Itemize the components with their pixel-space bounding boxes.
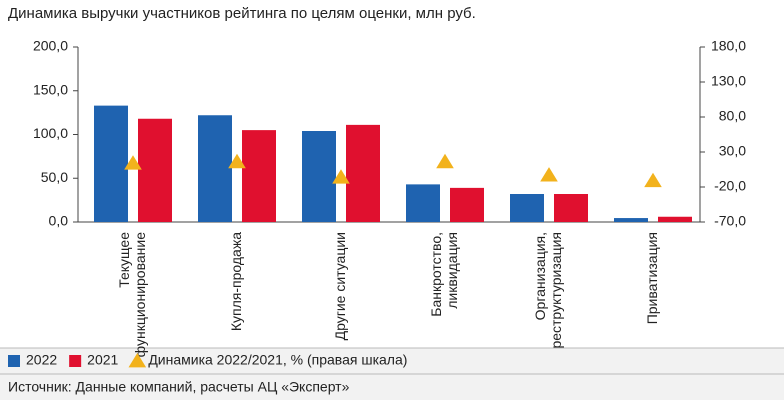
marker — [540, 167, 558, 182]
marker — [124, 155, 142, 170]
y2-tick-label: -70,0 — [714, 213, 746, 229]
x-tick-label: Другие ситуации — [332, 232, 348, 340]
x-tick-label: Банкротство,ликвидация — [428, 232, 460, 317]
y-tick-label: 200,0 — [33, 38, 68, 54]
x-tick-label: Купля-продажа — [228, 232, 244, 331]
bar — [346, 124, 380, 222]
bar — [510, 194, 544, 222]
x-tick-label: Организация,реструктуризация — [532, 232, 564, 349]
legend-label: 2021 — [87, 352, 118, 368]
y2-tick-label: -20,0 — [714, 178, 746, 194]
y2-tick-label: 130,0 — [711, 73, 746, 89]
y-tick-label: 100,0 — [33, 125, 68, 141]
y-tick-label: 50,0 — [41, 169, 68, 185]
y2-tick-label: 180,0 — [711, 38, 746, 54]
legend-marker — [128, 353, 147, 368]
marker — [228, 153, 246, 169]
bar — [406, 184, 440, 222]
legend-label: Динамика 2022/2021, % (правая шкала) — [148, 352, 407, 368]
y-tick-label: 150,0 — [33, 81, 68, 97]
bar — [658, 216, 692, 222]
y2-tick-label: 80,0 — [719, 108, 746, 124]
x-tick-label: Приватизация — [644, 232, 660, 324]
chart-title: Динамика выручки участников рейтинга по … — [8, 5, 476, 22]
source-note: Источник: Данные компаний, расчеты АЦ «Э… — [8, 379, 350, 395]
marker — [332, 169, 350, 184]
marker — [436, 153, 454, 169]
legend-swatch — [8, 355, 20, 367]
bar — [242, 130, 276, 222]
bar — [302, 131, 336, 222]
y-tick-label: 0,0 — [49, 213, 69, 229]
bar — [450, 187, 484, 222]
bar — [138, 118, 172, 222]
legend-label: 2022 — [26, 352, 57, 368]
legend-swatch — [69, 355, 82, 367]
bar — [554, 194, 588, 222]
bar — [614, 218, 648, 222]
y2-tick-label: 30,0 — [719, 143, 746, 159]
bar — [94, 105, 128, 222]
bar — [198, 115, 232, 222]
marker — [644, 172, 662, 188]
x-tick-label: Текущеефункционирование — [116, 232, 148, 358]
